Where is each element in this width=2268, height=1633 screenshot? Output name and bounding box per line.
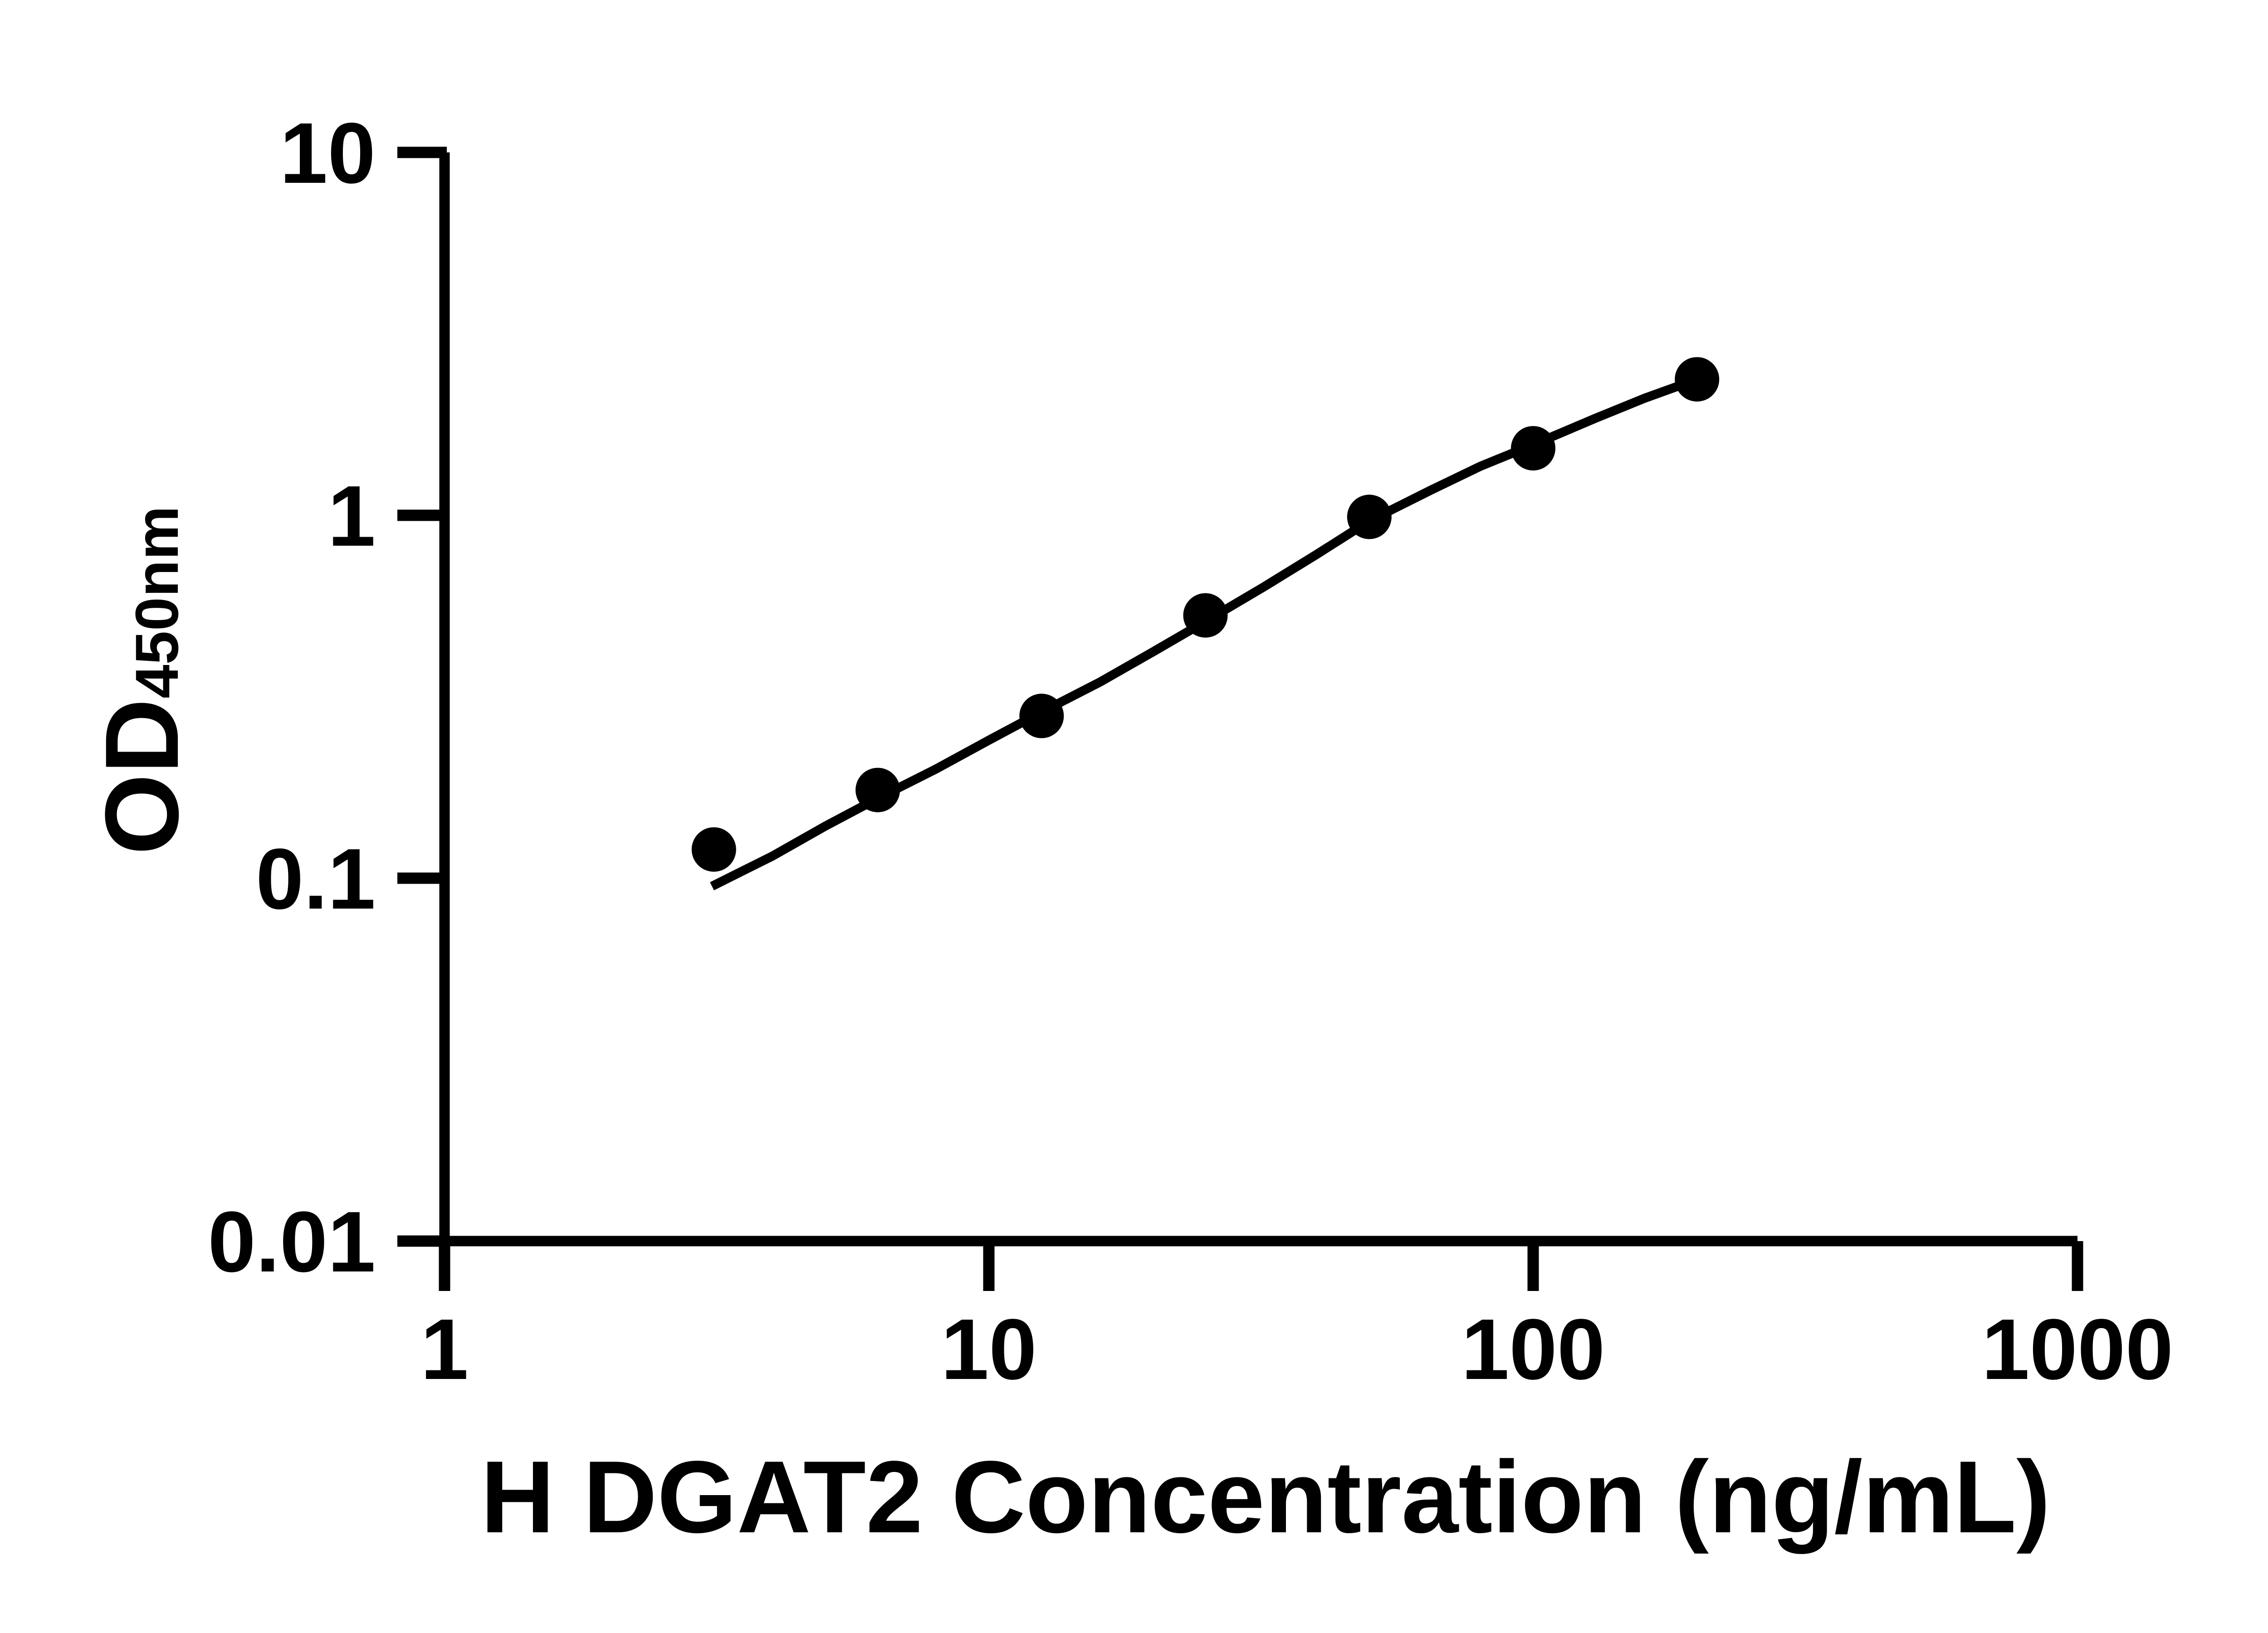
tick-label-layer: 10 1 0.1 0.01 1 10 100 1000 <box>208 105 2173 1398</box>
data-point-marker <box>1511 426 1555 471</box>
y-tick-label: 1 <box>327 468 376 564</box>
x-tick-label: 100 <box>1461 1301 1605 1398</box>
data-point-marker <box>1347 494 1392 539</box>
axes-layer <box>397 147 2083 1291</box>
data-point-marker <box>691 827 736 872</box>
point-layer <box>691 357 1720 872</box>
data-point-marker <box>1675 357 1720 402</box>
y-tick-label: 0.1 <box>256 831 376 927</box>
y-axis-title-main: OD <box>83 699 200 855</box>
axis-frame <box>439 152 2077 1247</box>
data-point-marker <box>1019 694 1064 738</box>
y-axis-title: OD450nm <box>83 506 200 855</box>
x-axis-title: H DGAT2 Concentration (ng/mL) <box>481 1439 2051 1554</box>
y-axis-title-subscript: 450nm <box>123 506 191 699</box>
x-tick-label: 1000 <box>1982 1301 2174 1398</box>
x-tick-label: 1 <box>420 1301 469 1398</box>
data-point-marker <box>1183 593 1228 638</box>
y-tick-label: 0.01 <box>208 1194 376 1290</box>
data-point-marker <box>855 768 900 812</box>
y-tick-label: 10 <box>280 105 376 201</box>
x-tick-label: 10 <box>941 1301 1036 1398</box>
